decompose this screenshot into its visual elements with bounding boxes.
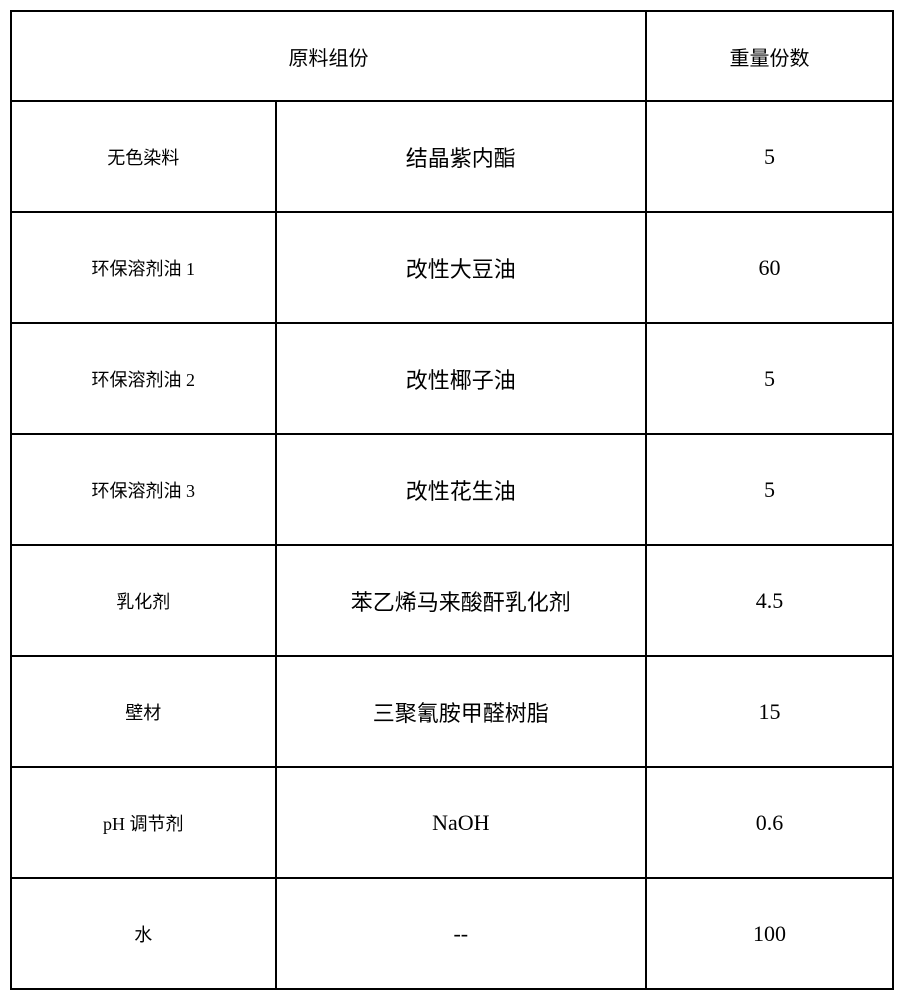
row-label: 环保溶剂油 2 xyxy=(11,323,276,434)
row-label: 乳化剂 xyxy=(11,545,276,656)
row-weight: 15 xyxy=(646,656,893,767)
row-value: 改性大豆油 xyxy=(276,212,646,323)
row-label: 无色染料 xyxy=(11,101,276,212)
table-row: 乳化剂 苯乙烯马来酸酐乳化剂 4.5 xyxy=(11,545,893,656)
table-row: 环保溶剂油 3 改性花生油 5 xyxy=(11,434,893,545)
table-row: 壁材 三聚氰胺甲醛树脂 15 xyxy=(11,656,893,767)
row-weight: 5 xyxy=(646,434,893,545)
table-header-row: 原料组份 重量份数 xyxy=(11,11,893,101)
row-weight: 5 xyxy=(646,101,893,212)
row-weight: 60 xyxy=(646,212,893,323)
row-weight: 4.5 xyxy=(646,545,893,656)
row-value: -- xyxy=(276,878,646,989)
table-row: 环保溶剂油 1 改性大豆油 60 xyxy=(11,212,893,323)
row-weight: 100 xyxy=(646,878,893,989)
table-row: 无色染料 结晶紫内酯 5 xyxy=(11,101,893,212)
table-row: 环保溶剂油 2 改性椰子油 5 xyxy=(11,323,893,434)
row-value: 结晶紫内酯 xyxy=(276,101,646,212)
header-ingredients: 原料组份 xyxy=(11,11,646,101)
header-weight: 重量份数 xyxy=(646,11,893,101)
row-value: 改性花生油 xyxy=(276,434,646,545)
table-row: pH 调节剂 NaOH 0.6 xyxy=(11,767,893,878)
row-label: 环保溶剂油 1 xyxy=(11,212,276,323)
row-label: 水 xyxy=(11,878,276,989)
row-weight: 0.6 xyxy=(646,767,893,878)
ingredients-table: 原料组份 重量份数 无色染料 结晶紫内酯 5 环保溶剂油 1 改性大豆油 60 … xyxy=(10,10,894,990)
row-label: pH 调节剂 xyxy=(11,767,276,878)
row-value: 苯乙烯马来酸酐乳化剂 xyxy=(276,545,646,656)
row-label: 壁材 xyxy=(11,656,276,767)
table-row: 水 -- 100 xyxy=(11,878,893,989)
row-weight: 5 xyxy=(646,323,893,434)
row-value: NaOH xyxy=(276,767,646,878)
row-value: 改性椰子油 xyxy=(276,323,646,434)
row-label: 环保溶剂油 3 xyxy=(11,434,276,545)
row-value: 三聚氰胺甲醛树脂 xyxy=(276,656,646,767)
